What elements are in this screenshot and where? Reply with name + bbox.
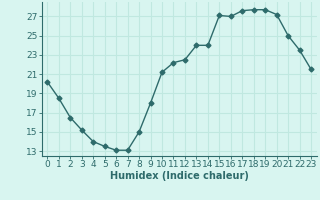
X-axis label: Humidex (Indice chaleur): Humidex (Indice chaleur) — [110, 171, 249, 181]
